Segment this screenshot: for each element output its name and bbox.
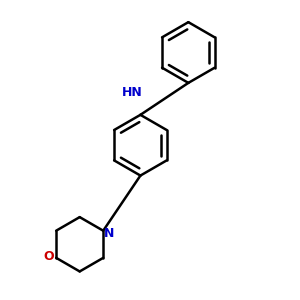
Text: HN: HN bbox=[122, 86, 143, 99]
Text: O: O bbox=[44, 250, 54, 263]
Text: N: N bbox=[104, 227, 114, 240]
